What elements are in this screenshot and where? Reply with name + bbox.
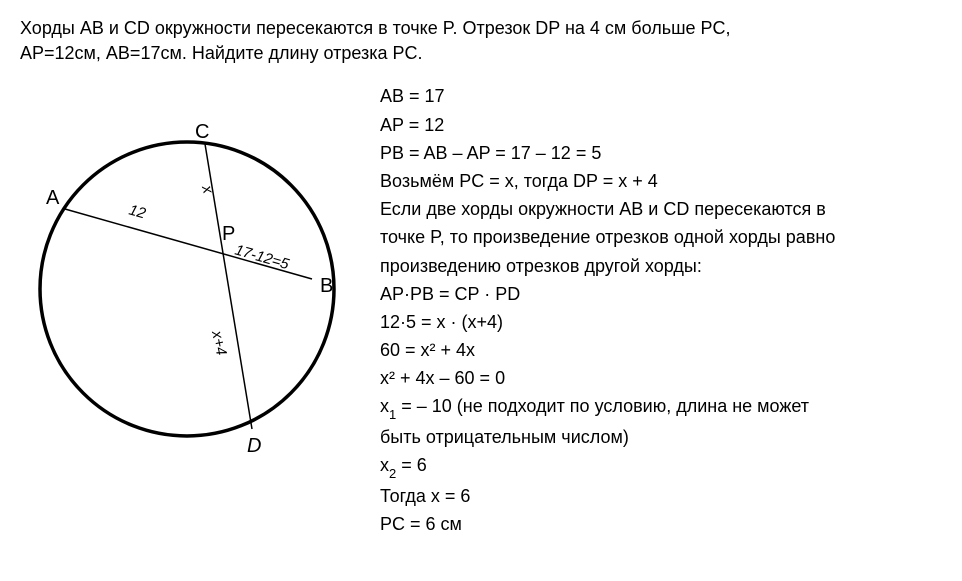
solution-area: AB = 17 AP = 12 PB = AB – AP = 17 – 12 =…	[380, 84, 942, 540]
segment-pd-label: x+4	[208, 329, 230, 358]
diagram-container: A B C D P 12 x 17-12=5 x+4	[20, 84, 350, 540]
solution-line-8: AP·PB = CP · PD	[380, 282, 942, 307]
point-d-label: D	[247, 435, 261, 457]
segment-ap-label: 12	[127, 202, 148, 223]
solution-line-3: PB = AB – AP = 17 – 12 = 5	[380, 141, 942, 166]
solution-line-16: PC = 6 см	[380, 512, 942, 537]
solution-line-7: произведению отрезков другой хорды:	[380, 254, 942, 279]
point-a-label: A	[46, 187, 60, 209]
geometry-diagram: A B C D P 12 x 17-12=5 x+4	[20, 84, 350, 464]
solution-line-5: Если две хорды окружности AB и CD пересе…	[380, 197, 942, 222]
problem-statement: Хорды AB и CD окружности пересекаются в …	[20, 16, 942, 66]
content-area: A B C D P 12 x 17-12=5 x+4 AB = 17 AP = …	[20, 84, 942, 540]
x1-rest: = – 10 (не подходит по условию, длина не…	[396, 396, 809, 416]
x1-sub: 1	[389, 407, 396, 422]
x2-sub: 2	[389, 466, 396, 481]
solution-line-1: AB = 17	[380, 84, 942, 109]
x2-rest: = 6	[396, 455, 427, 475]
solution-line-14: x2 = 6	[380, 453, 942, 481]
solution-line-11: x² + 4x – 60 = 0	[380, 366, 942, 391]
solution-line-6: точке P, то произведение отрезков одной …	[380, 225, 942, 250]
problem-line-2: AP=12см, AB=17см. Найдите длину отрезка …	[20, 41, 942, 66]
solution-line-15: Тогда x = 6	[380, 484, 942, 509]
x1-var: x	[380, 396, 389, 416]
solution-line-13: быть отрицательным числом)	[380, 425, 942, 450]
segment-pb-label: 17-12=5	[233, 242, 292, 274]
point-p-label: P	[222, 223, 235, 245]
solution-line-4: Возьмём PC = x, тогда DP = x + 4	[380, 169, 942, 194]
circle	[40, 142, 334, 436]
point-b-label: B	[320, 275, 333, 297]
solution-line-12: x1 = – 10 (не подходит по условию, длина…	[380, 394, 942, 422]
solution-line-2: AP = 12	[380, 113, 942, 138]
solution-line-10: 60 = x² + 4x	[380, 338, 942, 363]
point-c-label: C	[195, 121, 209, 143]
problem-line-1: Хорды AB и CD окружности пересекаются в …	[20, 16, 942, 41]
x2-var: x	[380, 455, 389, 475]
solution-line-9: 12·5 = x · (x+4)	[380, 310, 942, 335]
